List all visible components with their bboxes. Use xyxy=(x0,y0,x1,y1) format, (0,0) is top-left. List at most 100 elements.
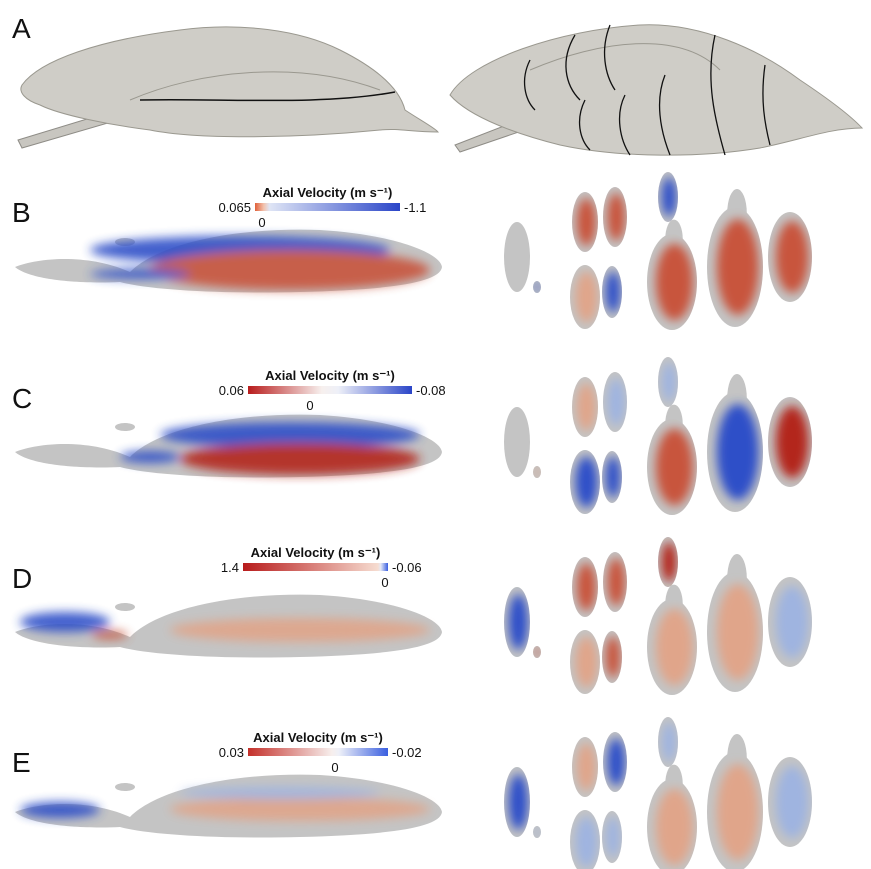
panel-label: E xyxy=(12,747,31,778)
flow-region xyxy=(606,271,621,313)
flow-region xyxy=(180,443,420,475)
flow-region xyxy=(606,456,621,498)
colorbar-right-label: -0.06 xyxy=(392,560,422,575)
flow-region xyxy=(662,542,677,582)
flow-region xyxy=(717,404,759,500)
cross-section-flow xyxy=(662,177,677,217)
cross-section-flow xyxy=(606,271,621,313)
flow-region xyxy=(717,584,759,680)
colorbar-zero-label: 0 xyxy=(258,215,265,230)
cross-section-flow xyxy=(776,766,809,838)
cross-section-flow xyxy=(577,383,597,431)
flow-region xyxy=(776,221,809,293)
cross-section-flow xyxy=(606,636,621,678)
colorbar-title: Axial Velocity (m s⁻¹) xyxy=(263,185,393,200)
flow-region xyxy=(20,612,110,632)
cross-section-flow xyxy=(656,429,694,506)
flow-region xyxy=(534,467,540,477)
panel-label: D xyxy=(12,563,32,594)
flow-region xyxy=(575,456,598,507)
flow-region xyxy=(150,250,430,290)
flow-region xyxy=(717,764,759,860)
colorbar-right-label: -0.02 xyxy=(392,745,422,760)
cross-section-flow xyxy=(717,219,759,315)
colorbar-left-label: 0.06 xyxy=(219,383,244,398)
cross-section-flow xyxy=(776,406,809,478)
cross-section-flow xyxy=(509,774,529,830)
colorbar-left-label: 0.03 xyxy=(219,745,244,760)
cross-section-flow xyxy=(607,558,625,606)
flow-region xyxy=(120,451,180,463)
flow-region xyxy=(662,362,677,402)
geometry-left xyxy=(18,27,438,148)
colorbar-title: Axial Velocity (m s⁻¹) xyxy=(251,545,381,560)
section-blob xyxy=(115,783,135,791)
colorbar-left-label: 1.4 xyxy=(221,560,239,575)
cross-section-flow xyxy=(606,816,621,858)
panel-1: Axial Velocity (m s⁻¹)0.065-1.10 xyxy=(15,172,812,330)
cross-section-flow xyxy=(717,404,759,500)
flow-region xyxy=(656,429,694,506)
flow-region xyxy=(575,816,598,867)
flow-region xyxy=(577,383,597,431)
flow-region xyxy=(577,743,597,791)
cross-section-flow xyxy=(717,764,759,860)
cross-section-flow xyxy=(662,362,677,402)
flow-region xyxy=(509,594,529,650)
cross-section-flow xyxy=(577,743,597,791)
flow-region xyxy=(607,193,625,241)
colorbar xyxy=(255,203,400,211)
panel-2: Axial Velocity (m s⁻¹)0.06-0.080 xyxy=(15,357,812,515)
flow-region xyxy=(776,406,809,478)
cross-section-flow xyxy=(607,378,625,426)
flow-region xyxy=(534,647,540,657)
flow-region xyxy=(20,802,100,818)
flow-region xyxy=(662,177,677,217)
flow-region xyxy=(575,271,598,322)
flow-region xyxy=(577,563,597,611)
cross-section-flow xyxy=(575,271,598,322)
section-blob xyxy=(115,603,135,611)
flow-region xyxy=(509,774,529,830)
flow-region xyxy=(606,816,621,858)
cross-section-flow xyxy=(662,542,677,582)
cross-section-flow xyxy=(534,467,540,477)
cross-section-flow xyxy=(577,198,597,246)
flow-region xyxy=(662,722,677,762)
section-flow xyxy=(20,787,430,821)
cross-section-flow xyxy=(577,563,597,611)
flow-region xyxy=(776,766,809,838)
colorbar-title: Axial Velocity (m s⁻¹) xyxy=(265,368,395,383)
flow-region xyxy=(656,789,694,866)
flow-region xyxy=(776,586,809,658)
cross-section-flow xyxy=(776,221,809,293)
flow-region xyxy=(90,269,190,279)
geometry-right xyxy=(450,25,862,155)
colorbar-zero-label: 0 xyxy=(381,575,388,590)
flow-region xyxy=(607,558,625,606)
cross-section-flow xyxy=(656,789,694,866)
cross-section-flow xyxy=(662,722,677,762)
cross-section-flow xyxy=(534,827,540,837)
cross-section-flow xyxy=(606,456,621,498)
cross-section-flow xyxy=(607,738,625,786)
flow-region xyxy=(534,827,540,837)
cross-section-flow xyxy=(656,609,694,686)
flow-region xyxy=(717,219,759,315)
section-blob xyxy=(115,423,135,431)
cross-section-flow xyxy=(776,586,809,658)
figure: ABAxial Velocity (m s⁻¹)0.065-1.10CAxial… xyxy=(0,0,871,869)
flow-region xyxy=(607,378,625,426)
panel-label: B xyxy=(12,197,31,228)
cross-section xyxy=(504,222,530,292)
flow-region xyxy=(606,636,621,678)
panel-4: Axial Velocity (m s⁻¹)0.03-0.020 xyxy=(15,717,812,869)
colorbar xyxy=(248,748,388,756)
cross-section-flow xyxy=(534,647,540,657)
cross-section-flow xyxy=(607,193,625,241)
colorbar-right-label: -0.08 xyxy=(416,383,446,398)
cross-section-flow xyxy=(575,636,598,687)
flow-region xyxy=(170,618,430,642)
panel-label: A xyxy=(12,13,31,44)
colorbar xyxy=(243,563,388,571)
